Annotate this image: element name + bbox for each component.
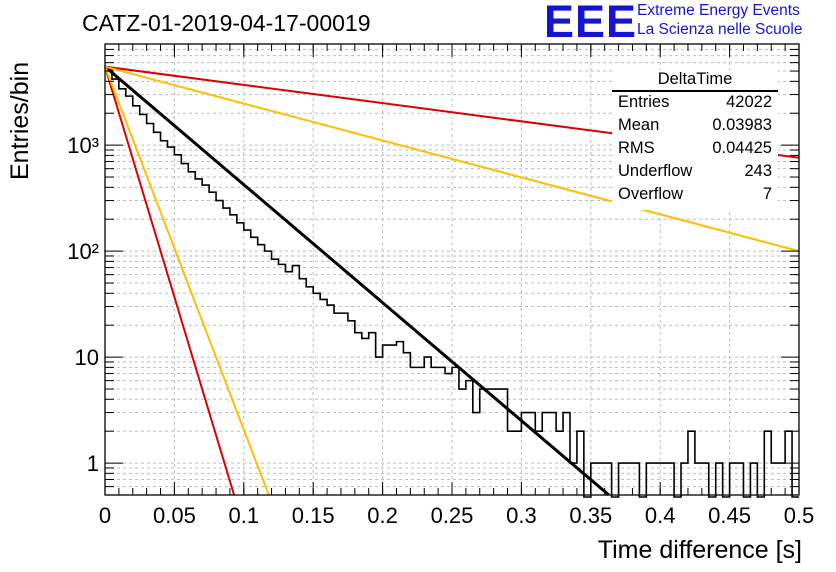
histogram bbox=[105, 68, 799, 498]
stats-key: Mean bbox=[618, 116, 660, 134]
axis-ticks bbox=[104, 43, 800, 496]
stats-row-overflow: Overflow 7 bbox=[618, 185, 772, 207]
x-tick-label: 0.45 bbox=[708, 503, 751, 528]
stats-key: Overflow bbox=[618, 185, 684, 203]
y-tick-label: 1 bbox=[87, 451, 99, 476]
stats-value: 42022 bbox=[726, 93, 772, 111]
stats-key: Entries bbox=[618, 93, 670, 111]
stats-divider bbox=[612, 90, 778, 92]
x-tick-label: 0.2 bbox=[367, 503, 398, 528]
x-tick-label: 0.3 bbox=[506, 503, 537, 528]
x-tick-label: 0.4 bbox=[645, 503, 676, 528]
fit-line-0 bbox=[104, 65, 610, 497]
logo-line-1: Extreme Energy Events bbox=[637, 2, 800, 19]
stats-box: DeltaTime Entries 42022 Mean 0.03983 RMS… bbox=[612, 70, 778, 210]
x-tick-label: 0 bbox=[99, 503, 111, 528]
x-tick-label: 0.15 bbox=[292, 503, 335, 528]
fit-line-4 bbox=[104, 66, 270, 496]
stats-value: 243 bbox=[744, 162, 772, 180]
y-tick-label: 10² bbox=[67, 239, 99, 264]
y-tick-label: 10 bbox=[75, 345, 99, 370]
x-tick-label: 0.35 bbox=[569, 503, 612, 528]
stats-row-rms: RMS 0.04425 bbox=[618, 139, 772, 161]
logo-mark: EEE bbox=[544, 0, 638, 47]
y-tick-label: 10³ bbox=[67, 133, 99, 158]
stats-row-entries: Entries 42022 bbox=[618, 93, 772, 115]
x-tick-label: 0.1 bbox=[229, 503, 260, 528]
stats-value: 7 bbox=[762, 185, 772, 203]
x-axis-label: Time difference [s] bbox=[597, 536, 802, 564]
stats-row-mean: Mean 0.03983 bbox=[618, 116, 772, 138]
stats-title: DeltaTime bbox=[657, 70, 733, 88]
x-tick-label: 0.5 bbox=[784, 503, 815, 528]
stats-key: Underflow bbox=[618, 162, 693, 180]
fit-line-3 bbox=[104, 66, 236, 496]
chart-title: CATZ-01-2019-04-17-00019 bbox=[82, 10, 371, 36]
y-axis-label: Entries/bin bbox=[6, 61, 34, 180]
stats-value: 0.03983 bbox=[712, 116, 772, 134]
histogram-outline bbox=[105, 68, 799, 498]
stats-key: RMS bbox=[618, 139, 655, 157]
stats-row-underflow: Underflow 243 bbox=[618, 162, 772, 184]
x-tick-label: 0.25 bbox=[431, 503, 474, 528]
logo-line-2: La Scienza nelle Scuole bbox=[637, 21, 803, 38]
x-tick-label: 0.05 bbox=[153, 503, 196, 528]
stats-value: 0.04425 bbox=[712, 139, 772, 157]
tick-labels: 0 0.05 0.1 0.15 0.2 0.25 0.3 0.35 0.4 0.45 0.5 1 10 1… bbox=[67, 133, 814, 528]
fit-line-2 bbox=[104, 65, 800, 253]
eee-logo: EEE Extreme Energy Events La Scienza nel… bbox=[544, 0, 836, 48]
